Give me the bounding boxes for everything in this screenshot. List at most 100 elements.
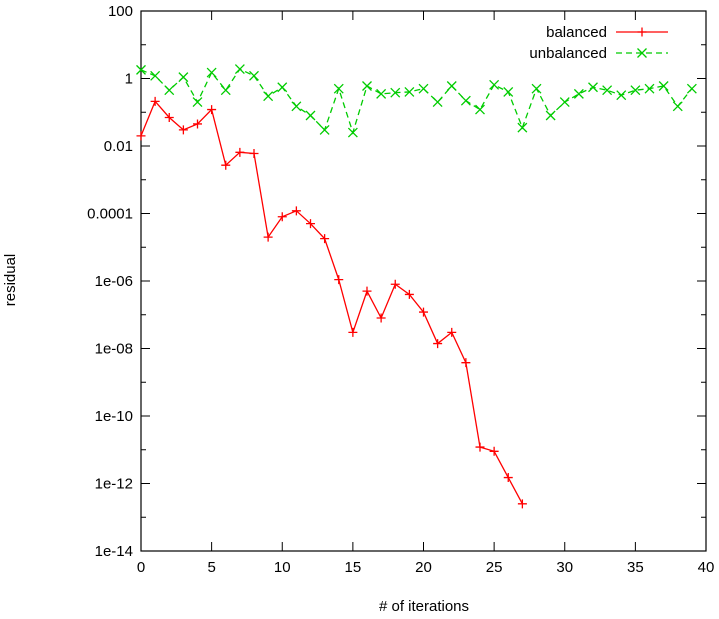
point-unbalanced [644,83,655,94]
point-balanced [150,96,160,106]
x-tick-label: 40 [698,559,715,576]
point-unbalanced [192,97,203,108]
point-unbalanced [559,97,570,108]
point-unbalanced [588,82,598,93]
point-unbalanced [263,91,274,102]
point-unbalanced [333,83,344,94]
series-group [136,64,697,509]
point-balanced [136,131,146,141]
point-balanced [461,358,471,368]
point-unbalanced [319,124,330,135]
point-unbalanced [277,82,288,93]
point-unbalanced [249,70,259,81]
point-balanced [362,286,372,296]
point-balanced [207,105,217,115]
y-tick-label: 1e-12 [95,476,133,493]
y-tick-label: 0.0001 [87,206,133,223]
point-unbalanced [446,81,457,91]
y-tick-label: 0.01 [104,138,133,155]
point-unbalanced [220,85,231,96]
ticks-group: 0 5 10 15 20 25 30 35 40 1e-14 1e-12 1e-10 1e-08 1e-0… [87,3,714,576]
point-unbalanced [347,127,358,138]
x-tick-label: 0 [137,559,145,576]
point-unbalanced [602,85,613,96]
y-tick-label: 1e-10 [95,408,133,425]
point-unbalanced [686,83,697,94]
point-unbalanced [475,104,485,115]
point-unbalanced [503,86,514,97]
point-unbalanced [234,64,245,75]
point-balanced [475,442,485,452]
point-balanced [334,275,344,285]
point-balanced [178,125,188,135]
series-unbalanced [136,64,697,138]
series-balanced [136,96,527,509]
legend-label-unbalanced: unbalanced [529,45,607,62]
point-balanced [249,148,259,158]
legend-marker-unbalanced [637,48,647,58]
point-unbalanced [432,97,443,108]
point-balanced [503,473,513,483]
point-unbalanced [206,67,217,78]
y-tick-label: 1e-06 [95,273,133,290]
point-balanced [517,499,527,509]
point-unbalanced [362,81,372,91]
plot-frame [140,10,707,552]
point-balanced [291,206,301,216]
point-balanced [390,279,400,289]
point-unbalanced [150,70,161,81]
point-unbalanced [672,101,683,112]
legend-group: balanced unbalanced [529,24,668,62]
x-axis-label: # of iterations [379,598,469,615]
x-tick-label: 10 [274,559,291,576]
x-tick-label: 15 [345,559,362,576]
x-tick-label: 5 [207,559,215,576]
point-balanced [164,112,174,122]
point-unbalanced [460,95,471,106]
point-unbalanced [291,101,302,112]
point-balanced [489,446,499,456]
plot-frame-group [140,10,707,552]
series-line-balanced [140,100,523,505]
point-balanced [263,232,273,242]
point-unbalanced [178,72,189,83]
point-unbalanced [136,64,146,75]
x-tick-label: 35 [627,559,644,576]
point-unbalanced [531,83,542,94]
y-tick-label: 100 [108,3,133,20]
point-balanced [235,147,245,157]
point-unbalanced [164,85,175,96]
y-tick-label: 1 [125,71,133,88]
x-tick-label: 20 [415,559,432,576]
point-unbalanced [517,122,528,133]
point-unbalanced [404,86,415,97]
point-unbalanced [418,83,429,94]
point-balanced [348,327,358,337]
point-unbalanced [616,90,627,101]
point-balanced [404,289,414,299]
point-unbalanced [305,110,316,121]
point-balanced [277,212,287,222]
legend-label-balanced: balanced [546,24,607,41]
y-axis-label: residual [2,254,19,307]
point-unbalanced [630,85,641,96]
point-unbalanced [390,87,401,98]
point-unbalanced [545,110,556,121]
point-balanced [221,160,231,170]
point-unbalanced [658,81,669,91]
point-unbalanced [489,79,500,90]
point-balanced [419,307,428,317]
point-unbalanced [573,88,584,99]
point-balanced [306,219,315,229]
point-balanced [376,313,386,323]
y-tick-label: 1e-08 [95,341,133,358]
legend-marker-balanced [637,27,647,37]
point-balanced [193,119,202,129]
point-unbalanced [376,88,387,99]
point-balanced [447,327,457,337]
x-tick-label: 25 [486,559,503,576]
point-balanced [433,339,443,349]
y-tick-label: 1e-14 [95,543,133,560]
series-line-unbalanced [140,68,693,135]
